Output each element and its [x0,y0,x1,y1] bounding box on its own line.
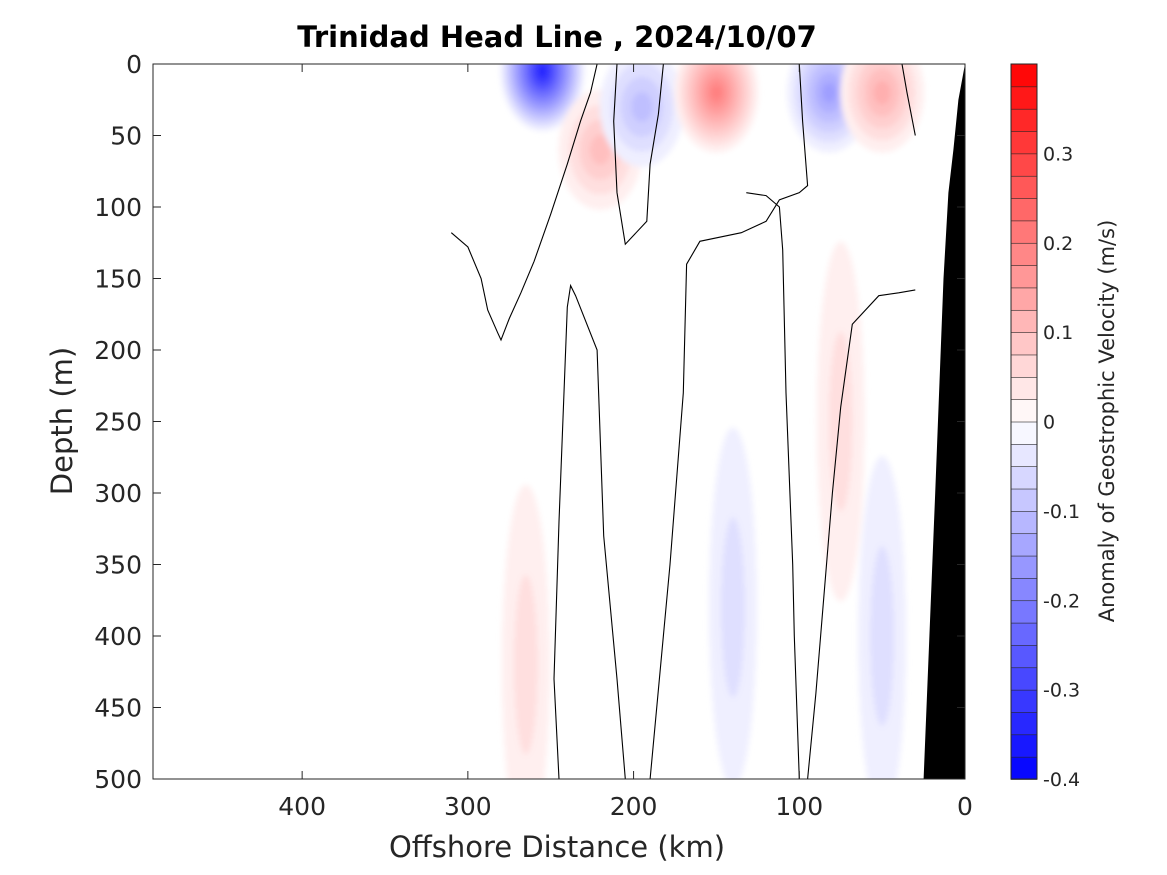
y-tick-label: 200 [94,336,142,365]
x-axis: 400 300 200 100 0 [278,64,973,821]
colorbar-segment [1010,130,1038,155]
colorbar-segment [1010,197,1038,222]
velocity-core-positive-5 [840,64,925,153]
colorbar-segment [1010,734,1038,758]
velocity-core-negative-2 [599,64,684,167]
colorbar-segment [1010,488,1038,512]
zero-contour-3 [901,64,916,136]
colorbar-segment [1010,354,1038,378]
colorbar-frame [1010,63,1038,780]
colorbar-title: Anomaly of Geostrophic Velocity (m/s) [1095,220,1119,623]
colorbar-tick-label: -0.2 [1043,590,1080,612]
y-tick-label: 450 [94,694,142,723]
x-axis-title: Offshore Distance (km) [389,830,725,864]
colorbar-segment [1010,220,1038,244]
zero-contour-0 [450,64,598,342]
field-shading [500,64,925,779]
colorbar-tick-label: -0.3 [1043,680,1080,702]
colorbar-segment [1010,331,1038,356]
colorbar-segment [1010,175,1038,199]
zero-contour-1 [613,64,664,246]
colorbar-segment [1010,510,1038,535]
colorbar-segment [1010,599,1038,624]
y-tick-label: 250 [94,408,142,437]
zero-contour-2 [649,64,809,779]
y-tick-label: 500 [94,765,142,794]
colorbar-segment [1010,421,1038,445]
colorbar-tick-label: -0.1 [1043,501,1080,523]
seafloor [923,64,965,779]
y-axis: 0 50 100 150 200 250 300 350 400 450 500 [94,50,965,794]
y-tick-label: 0 [126,50,142,79]
x-tick-label: 400 [278,792,326,821]
colorbar-segment [1010,555,1038,579]
colorbar-segment [1010,376,1038,400]
colorbar-segment [1010,309,1038,333]
x-tick-label: 300 [444,792,492,821]
colorbar-segment [1010,443,1038,467]
y-tick-label: 400 [94,622,142,651]
colorbar-segment [1010,666,1038,691]
colorbar-segment [1010,622,1038,646]
colorbar-tick-label: -0.4 [1043,769,1080,791]
velocity-core-negative-0 [500,64,585,132]
colorbar-segment [1010,398,1038,423]
colorbar-segment [1010,711,1038,736]
zero-contour-4 [807,289,916,779]
colorbar-segment [1010,242,1038,266]
x-tick-label: 100 [775,792,823,821]
colorbar-segment [1010,86,1038,110]
velocity-field [500,64,925,779]
velocity-deep_band-negative-7 [709,427,757,779]
chart-title: Trinidad Head Line , 2024/10/07 [297,20,817,54]
y-axis-title: Depth (m) [45,347,79,495]
colorbar-tick-label: 0.1 [1043,322,1073,344]
colorbar-segment [1010,153,1038,177]
y-tick-label: 350 [94,551,142,580]
velocity-core-positive-3 [674,64,759,153]
colorbar-segment [1010,63,1038,88]
zero-contour-5 [746,192,800,779]
colorbar-segment [1010,689,1038,713]
y-tick-label: 50 [110,122,142,151]
y-tick-label: 150 [94,265,142,294]
colorbar-tick-label: 0.3 [1043,143,1073,165]
colorbar: 0.3 0.2 0.1 0 -0.1 -0.2 -0.3 -0.4 [1010,63,1080,791]
colorbar-tick-label: 0 [1043,412,1055,434]
x-tick-label: 0 [957,792,973,821]
colorbar-segment [1010,287,1038,311]
seafloor-topography [923,64,965,779]
colorbar-segment [1010,264,1038,289]
colorbar-segment [1010,532,1038,557]
velocity-deep_band-positive-8 [816,241,865,602]
colorbar-segment [1010,465,1038,490]
colorbar-tick-label: 0.2 [1043,233,1073,255]
colorbar-segment [1010,644,1038,669]
velocity-deep_band-negative-9 [858,456,907,779]
zero-contour-6 [553,283,626,779]
colorbar-segment [1010,577,1038,602]
colorbar-segment [1010,756,1038,780]
y-tick-label: 100 [94,193,142,222]
zero-contours [450,64,916,779]
y-tick-label: 300 [94,479,142,508]
velocity-deep_band-positive-6 [501,484,550,779]
colorbar-segment [1010,108,1038,132]
x-tick-label: 200 [610,792,658,821]
